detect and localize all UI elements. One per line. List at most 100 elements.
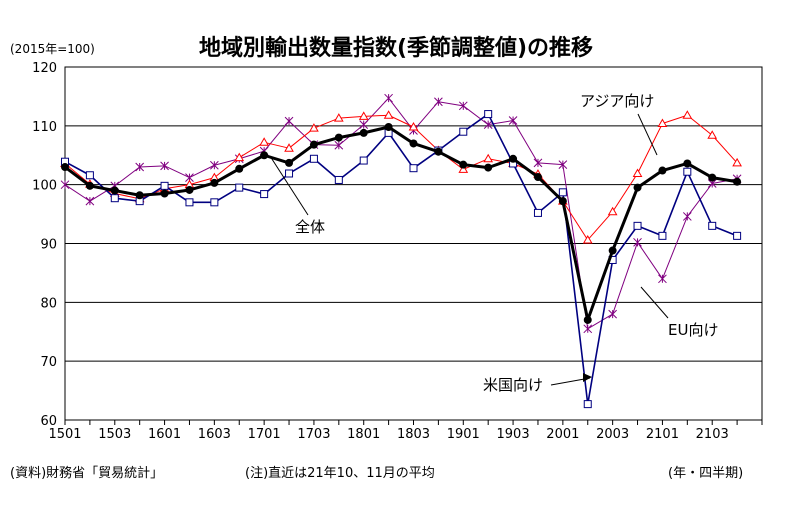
data-point xyxy=(608,309,617,319)
data-point xyxy=(459,127,468,136)
data-point xyxy=(683,159,692,168)
data-point xyxy=(459,160,468,169)
data-point xyxy=(708,221,717,230)
data-point xyxy=(458,101,468,111)
data-point xyxy=(284,143,294,152)
series-line xyxy=(64,125,738,322)
data-point xyxy=(160,189,169,198)
y-tick-label: 100 xyxy=(32,179,57,194)
data-point xyxy=(259,137,270,146)
data-point xyxy=(309,123,319,132)
data-point xyxy=(558,197,567,206)
data-point xyxy=(260,190,269,199)
data-point xyxy=(309,140,318,149)
x-tick-label: 1901 xyxy=(447,427,480,442)
x-tick-label: 1701 xyxy=(248,427,281,442)
data-point xyxy=(533,173,542,182)
data-point xyxy=(359,128,368,137)
data-point xyxy=(384,123,393,132)
data-point xyxy=(633,237,642,247)
leader-total xyxy=(269,155,309,216)
label-eu: EU向け xyxy=(668,321,718,339)
y-tick-label: 80 xyxy=(40,296,57,311)
data-point xyxy=(309,154,318,163)
data-point xyxy=(632,168,643,177)
data-point xyxy=(508,116,518,125)
data-point xyxy=(334,175,343,184)
data-point xyxy=(334,133,343,142)
data-point xyxy=(707,130,718,139)
y-tick-label: 60 xyxy=(40,414,57,429)
series-line xyxy=(64,114,738,241)
data-point xyxy=(533,158,543,168)
label-total: 全体 xyxy=(295,218,325,236)
data-point xyxy=(509,154,518,163)
x-tick-label: 2001 xyxy=(546,427,579,442)
data-point xyxy=(658,231,667,240)
label-us: 米国向け xyxy=(483,376,543,394)
data-point xyxy=(210,160,219,170)
data-point xyxy=(284,116,294,126)
data-point xyxy=(657,118,668,127)
data-point xyxy=(733,231,742,240)
data-point xyxy=(210,178,219,187)
data-point xyxy=(484,110,493,119)
data-point xyxy=(633,221,642,230)
data-point xyxy=(185,185,194,194)
x-tick-label: 1903 xyxy=(497,427,530,442)
data-point xyxy=(583,324,593,334)
data-point xyxy=(608,246,617,255)
source-note: (資料)財務省「貿易統計」 xyxy=(10,466,164,481)
x-tick-label: 1603 xyxy=(198,427,231,442)
x-tick-labels: 1501 1503 1601 1603 1701 1703 1801 1803 1901 1903… xyxy=(48,420,763,442)
data-point xyxy=(359,120,369,130)
data-point xyxy=(210,198,219,207)
y-tick-label: 70 xyxy=(40,355,57,370)
data-point xyxy=(409,164,418,173)
series-line xyxy=(64,113,738,405)
data-point xyxy=(110,194,119,203)
data-point xyxy=(60,180,70,190)
y-tick-labels: 60 70 80 90 100 110 120 xyxy=(32,61,57,429)
x-tick-label: 1503 xyxy=(98,427,131,442)
data-point xyxy=(285,158,294,167)
data-point xyxy=(633,183,642,192)
data-point xyxy=(408,122,419,131)
x-tick-label: 1703 xyxy=(297,427,330,442)
data-point xyxy=(533,208,542,217)
series-2 xyxy=(60,93,742,334)
data-point xyxy=(85,171,94,180)
x-axis-unit-label: (年・四半期) xyxy=(668,466,744,481)
data-point xyxy=(110,186,119,195)
x-tick-label: 1501 xyxy=(48,427,81,442)
data-point xyxy=(409,139,418,148)
x-tick-label: 1601 xyxy=(148,427,181,442)
data-point xyxy=(333,113,344,122)
data-point xyxy=(583,400,592,409)
data-point xyxy=(558,160,568,170)
data-point xyxy=(235,183,244,192)
data-point xyxy=(235,164,244,173)
data-point xyxy=(607,206,618,216)
data-point xyxy=(160,161,169,171)
data-point xyxy=(260,151,269,160)
data-point xyxy=(334,140,344,150)
data-point xyxy=(708,173,717,182)
data-point xyxy=(383,110,394,119)
data-point xyxy=(234,152,245,162)
data-point xyxy=(733,177,742,186)
y-tick-label: 120 xyxy=(32,61,57,76)
data-point xyxy=(285,169,294,178)
data-point xyxy=(458,164,469,173)
label-asia: アジア向け xyxy=(580,92,654,110)
y-tick-label: 110 xyxy=(32,120,57,135)
series-0 xyxy=(61,123,742,324)
data-point xyxy=(658,166,667,175)
leader-eu xyxy=(640,286,669,319)
data-point xyxy=(61,163,69,172)
data-point xyxy=(732,157,742,167)
x-tick-label: 2003 xyxy=(596,427,629,442)
annotations: アジア向け 全体 EU向け 米国向け xyxy=(269,92,718,394)
footnote: (注)直近は21年10、11月の平均 xyxy=(245,466,435,481)
